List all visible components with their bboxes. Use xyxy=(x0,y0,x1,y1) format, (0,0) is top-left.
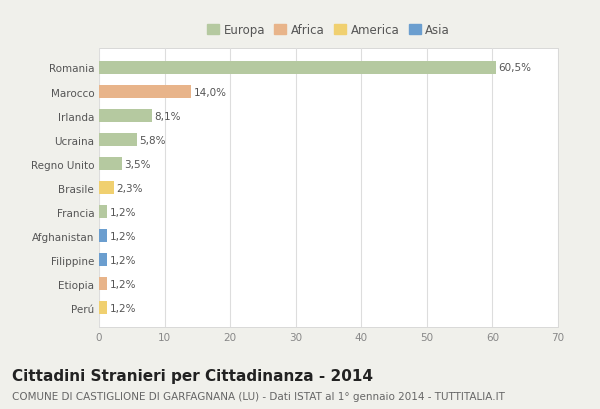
Text: 1,2%: 1,2% xyxy=(109,303,136,313)
Text: 1,2%: 1,2% xyxy=(109,255,136,265)
Text: 1,2%: 1,2% xyxy=(109,279,136,289)
Text: 5,8%: 5,8% xyxy=(140,135,166,145)
Bar xyxy=(99,301,107,315)
Bar xyxy=(99,62,496,75)
Text: 1,2%: 1,2% xyxy=(109,231,136,241)
Bar xyxy=(99,110,152,123)
Bar xyxy=(99,277,107,290)
Text: 8,1%: 8,1% xyxy=(155,111,181,121)
Text: 3,5%: 3,5% xyxy=(125,159,151,169)
Bar xyxy=(99,157,122,171)
Text: 14,0%: 14,0% xyxy=(193,87,226,97)
Bar xyxy=(99,134,137,147)
Bar xyxy=(99,86,191,99)
Text: Cittadini Stranieri per Cittadinanza - 2014: Cittadini Stranieri per Cittadinanza - 2… xyxy=(12,368,373,383)
Bar xyxy=(99,254,107,267)
Legend: Europa, Africa, America, Asia: Europa, Africa, America, Asia xyxy=(205,22,452,39)
Text: 2,3%: 2,3% xyxy=(117,183,143,193)
Text: 1,2%: 1,2% xyxy=(109,207,136,217)
Text: 60,5%: 60,5% xyxy=(499,63,532,73)
Bar xyxy=(99,182,114,195)
Text: COMUNE DI CASTIGLIONE DI GARFAGNANA (LU) - Dati ISTAT al 1° gennaio 2014 - TUTTI: COMUNE DI CASTIGLIONE DI GARFAGNANA (LU)… xyxy=(12,391,505,400)
Bar xyxy=(99,229,107,243)
Bar xyxy=(99,205,107,219)
